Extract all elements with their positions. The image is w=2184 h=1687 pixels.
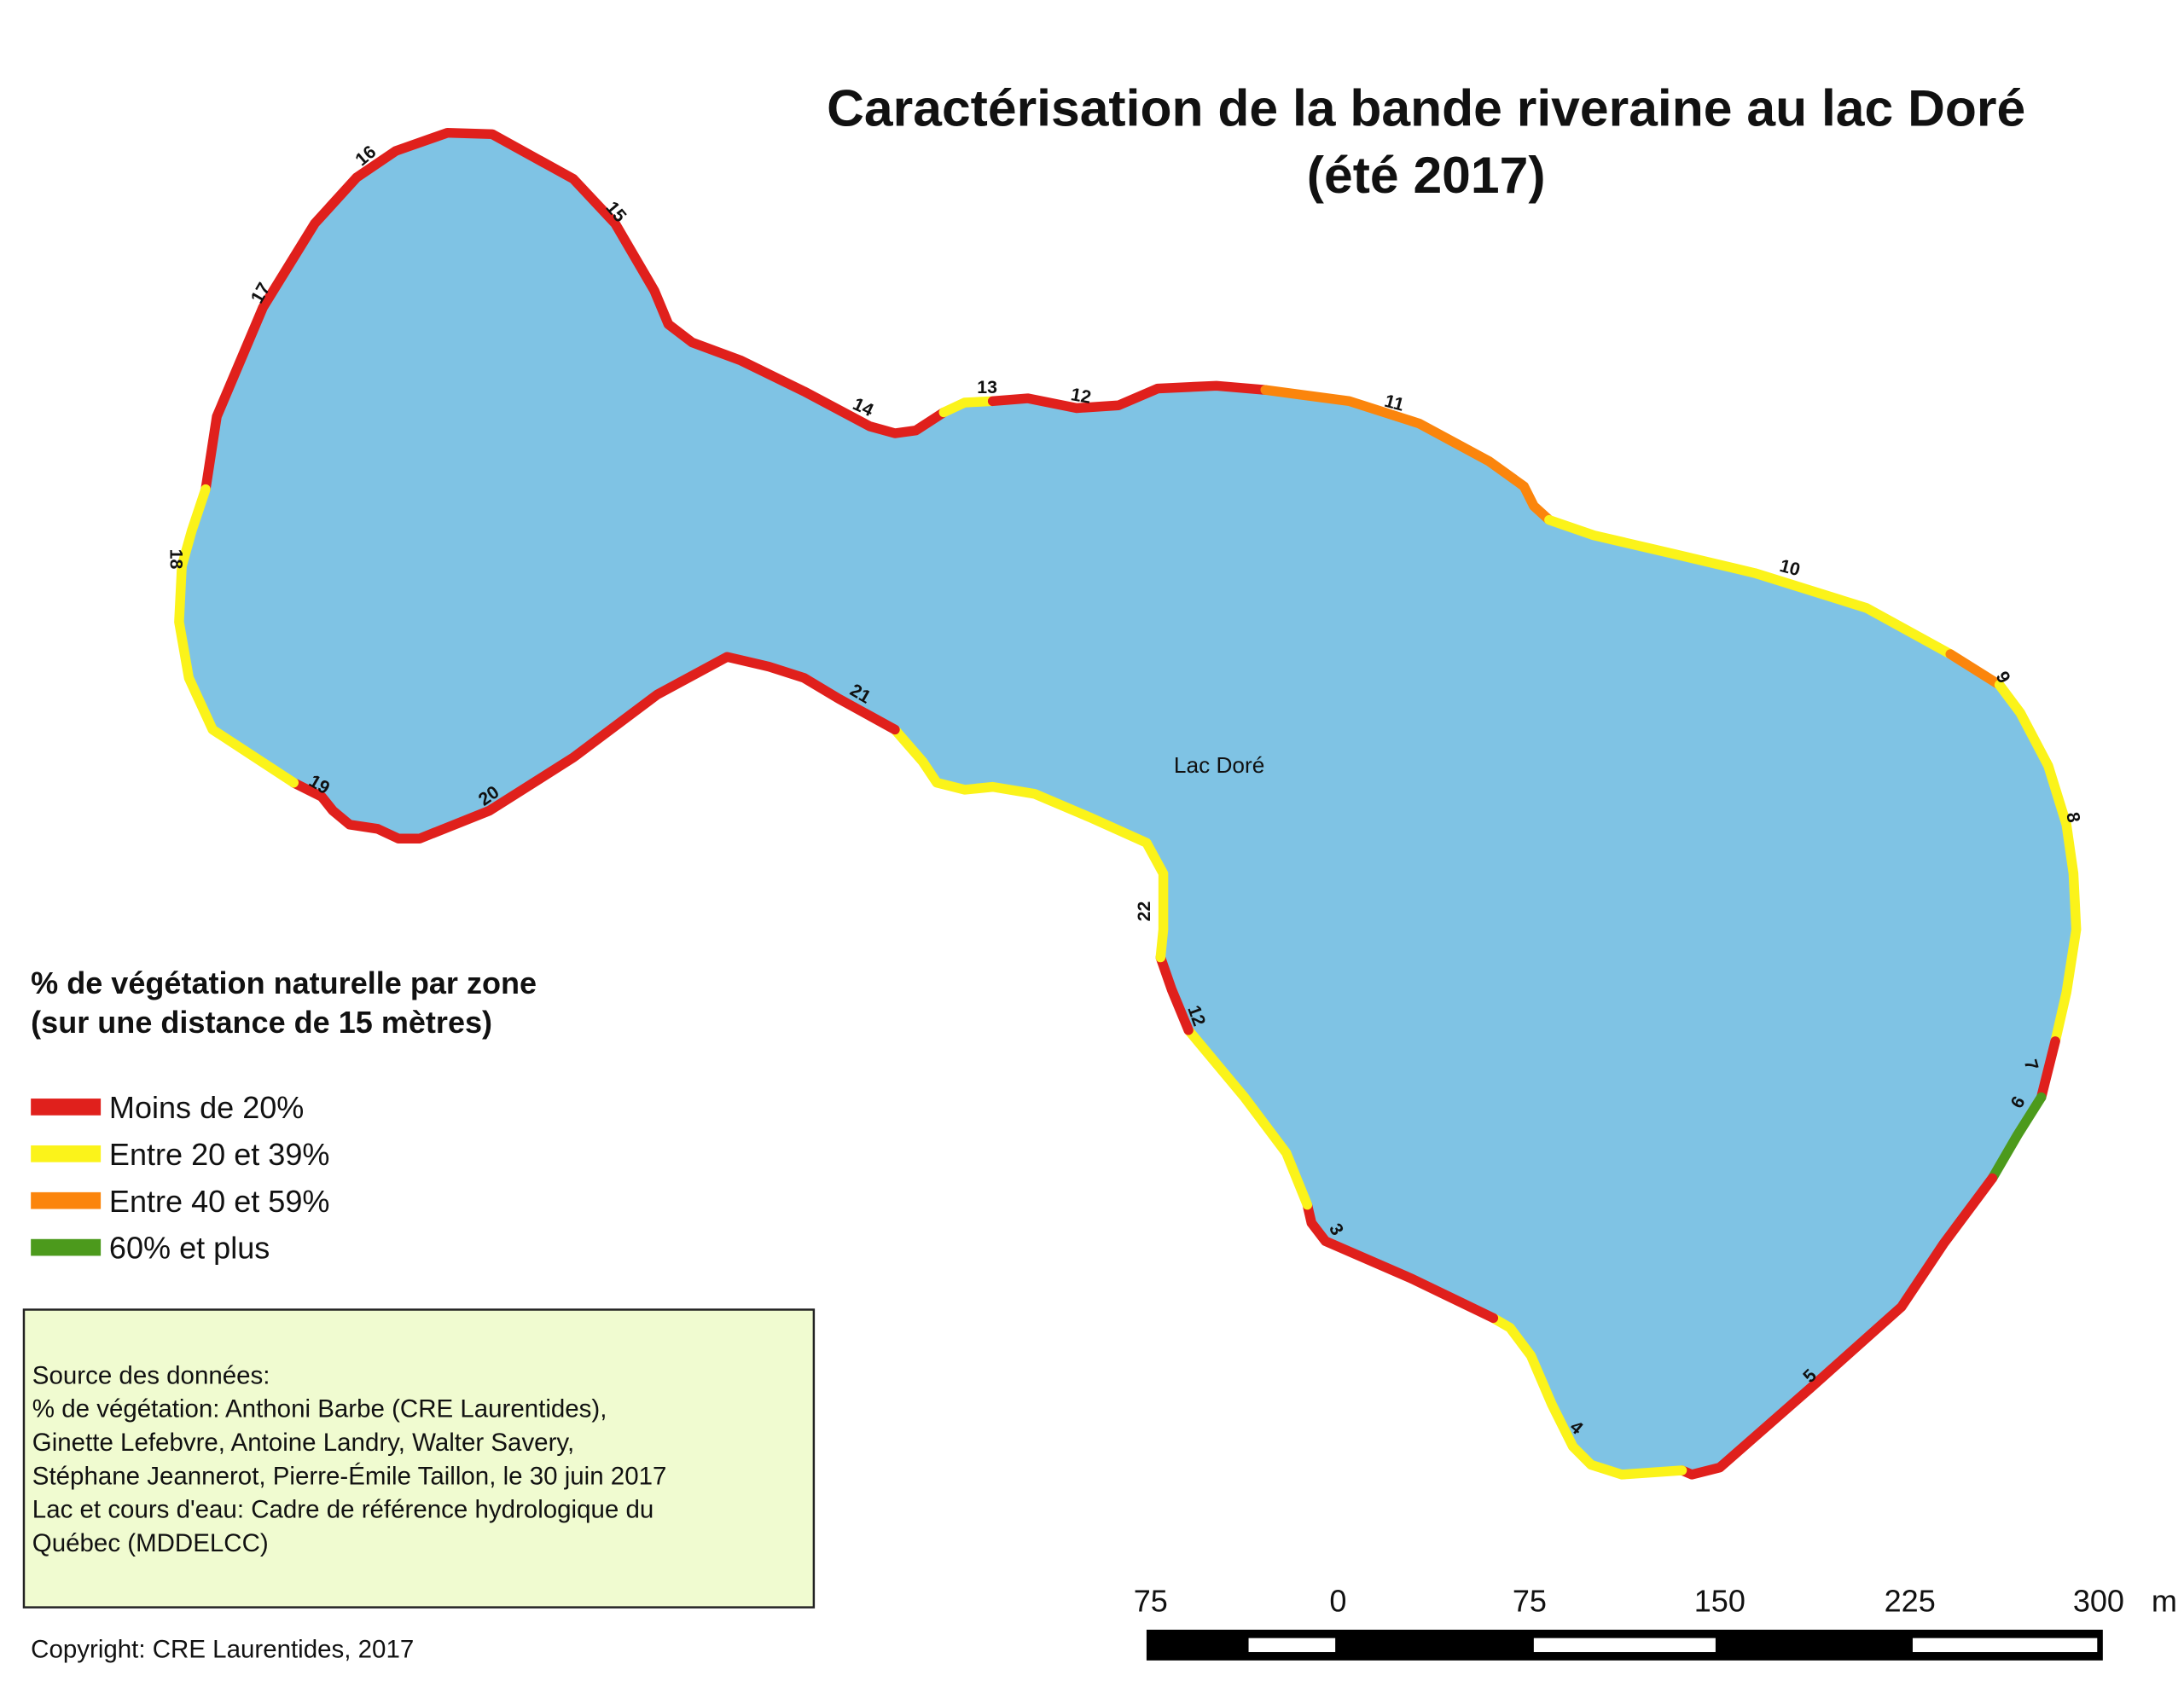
zone-label: 22 [1134,901,1154,922]
legend-swatch [31,1191,102,1209]
shoreline-segment [1302,1199,1499,1324]
shoreline-segment [1260,385,1554,525]
shoreline-segment [1987,1092,2047,1184]
scale-bar-block [1248,1638,1336,1653]
source: Source des données: % de végétation: Anth… [32,1361,667,1557]
shoreline-segment [1945,649,2005,690]
water [178,132,2077,1475]
scale-label: 75 [1513,1584,1547,1619]
source-line: Lac et cours d'eau: Cadre de référence h… [32,1496,653,1524]
shoreline-segment [1488,1313,1687,1480]
scale-label: 300 [2073,1584,2124,1619]
scale-bar [1146,1629,2103,1661]
copyright: Copyright: CRE Laurentides, 2017 [31,1636,414,1664]
shoreline-segment [1676,1173,1998,1480]
shoreline-segment [987,380,1270,414]
title-line: Caractérisation de la bande riveraine au… [827,78,2025,136]
legend-swatch [31,1238,102,1256]
scale-label: 75 [1134,1584,1168,1619]
zone-label: 13 [977,377,997,397]
shoreline-segment [200,127,950,495]
shoreline-segment [1994,680,2082,1046]
source-box [22,1308,816,1609]
legend-label: 60% et plus [109,1231,270,1266]
legend-label: Entre 40 et 59% [109,1184,330,1219]
legend-label: Entre 20 et 39% [109,1137,330,1172]
legend-swatch [31,1099,102,1116]
shoreline-segment [1183,1025,1313,1210]
scale-bar-block [1912,1638,2098,1653]
shoreline-segment [1544,514,1955,659]
source-line: Source des données: [32,1361,270,1389]
lake-label: Lac Doré [1174,752,1264,778]
scale-label: 0 [1329,1584,1346,1619]
legend-label: Moins de 20% [109,1090,304,1125]
shoreline-segment [288,652,900,844]
scale-bar-block [1533,1638,1716,1653]
scale-label: 150 [1694,1584,1745,1619]
zone-label: 12 [1069,384,1093,408]
legend: Moins de 20% Entre 20 et 39% Entre 40 et 5… [31,1090,329,1266]
legend-swatch [31,1145,102,1162]
source-line: Stéphane Jeannerot, Pierre-Émile Taillon… [32,1462,667,1490]
zone-label: 8 [2062,811,2084,825]
shoreline-segment [890,724,1169,963]
scale-label: 225 [1885,1584,1936,1619]
scale-labels: 75 0 75 150 225 300 m [1134,1584,2177,1619]
legend-title: % de végétation naturelle par zone [31,965,537,1000]
source-line: Québec (MDDELCC) [32,1529,269,1557]
source-line: % de végétation: Anthoni Barbe (CRE Laur… [32,1395,607,1423]
shoreline-segment [1155,952,1194,1035]
scale-unit: m [2152,1584,2177,1619]
shoreline-segment [2036,1036,2060,1103]
source-line: Ginette Lefebvre, Antoine Landry, Walter… [32,1429,574,1457]
title-line: (été 2017) [1307,146,1546,204]
shoreline-segment [938,396,998,418]
zone-label: 18 [166,549,186,570]
shoreline-segment [174,484,299,788]
legend-title: (sur une distance de 15 mètres) [31,1005,492,1040]
